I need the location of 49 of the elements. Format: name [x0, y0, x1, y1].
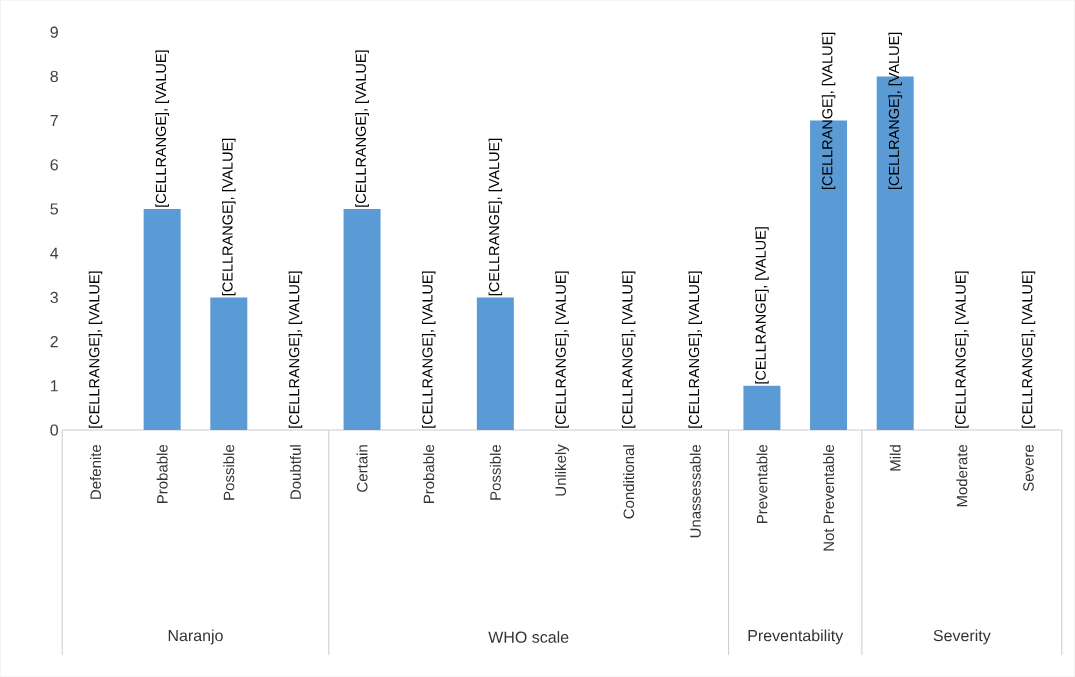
- bar: [143, 208, 181, 430]
- x-tick-label: Probable: [156, 444, 168, 503]
- data-label: [CELLRANGE], [VALUE]: [888, 32, 902, 190]
- y-tick-label: 1: [50, 380, 58, 392]
- data-label: [CELLRANGE], [VALUE]: [755, 227, 769, 384]
- x-tick-label: Doubtful: [289, 445, 301, 499]
- data-label: [CELLRANGE], [VALUE]: [1021, 271, 1036, 428]
- data-label: [CELLRANGE], [VALUE]: [821, 32, 836, 190]
- text: Naranjo: [168, 629, 223, 645]
- y-tick-label: 2: [50, 335, 58, 348]
- data-label: [CELLRANGE], [VALUE]: [488, 138, 503, 296]
- x-tick-label: Preventable: [756, 444, 768, 523]
- bar: [476, 297, 514, 430]
- bar: [343, 208, 381, 430]
- x-tick-label: Probable: [423, 444, 435, 503]
- y-tick-label: 0: [50, 424, 59, 436]
- x-tick-label: Unassessable: [689, 444, 701, 538]
- data-label: [CELLRANGE], [VALUE]: [421, 271, 436, 428]
- x-tick-label: Unlikely: [555, 444, 569, 496]
- data-label: [CELLRANGE], [VALUE]: [222, 138, 236, 296]
- data-label: [CELLRANGE], [VALUE]: [621, 271, 636, 428]
- data-label: [CELLRANGE], [VALUE]: [688, 271, 703, 428]
- x-tick-label: Conditional: [623, 445, 635, 519]
- bar: [743, 385, 781, 430]
- y-tick-label: 8: [50, 70, 58, 82]
- y-tick-label: 7: [50, 115, 58, 127]
- text: Severity: [933, 629, 991, 645]
- x-tick-label: Mild: [889, 445, 901, 471]
- x-tick-label: Possible: [489, 444, 501, 500]
- data-label: [CELLRANGE], [VALUE]: [555, 271, 569, 428]
- text: WHO scale: [488, 631, 569, 643]
- y-tick-label: 4: [50, 247, 59, 259]
- data-label: [CELLRANGE], [VALUE]: [355, 50, 369, 207]
- text: Preventability: [748, 629, 844, 645]
- data-label: [CELLRANGE], [VALUE]: [155, 50, 169, 207]
- y-tick-label: 3: [50, 291, 58, 304]
- data-label: [CELLRANGE], [VALUE]: [288, 271, 303, 428]
- x-tick-label: Severe: [1023, 444, 1034, 491]
- data-label: [CELLRANGE], [VALUE]: [955, 271, 969, 428]
- x-tick-label: Certain: [356, 445, 368, 492]
- data-label: [CELLRANGE], [VALUE]: [88, 271, 103, 428]
- y-tick-label: 6: [50, 159, 58, 171]
- x-tick-label: Defenite: [90, 444, 101, 499]
- x-tick-label: Not Preventable: [823, 444, 835, 551]
- x-tick-label: Moderate: [956, 444, 968, 507]
- y-tick-label: 5: [50, 203, 58, 215]
- y-tick-label: 9: [50, 26, 58, 38]
- bar: [210, 297, 248, 430]
- x-tick-label: Possible: [223, 444, 235, 500]
